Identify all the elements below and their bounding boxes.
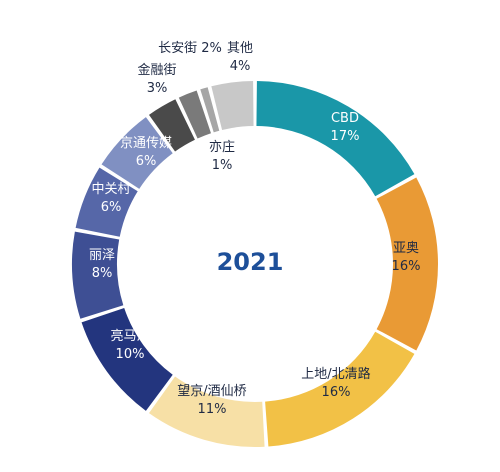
chart-title: 2021 [217, 248, 284, 276]
slice-label: 京通传媒 6% [120, 136, 172, 169]
slice-value: 16% [322, 385, 351, 400]
slice-name: 丽泽 [89, 248, 115, 263]
slice-value: 8% [92, 266, 113, 281]
donut-slice [148, 99, 195, 152]
slice-value: 6% [101, 200, 122, 215]
slice-value: 6% [136, 154, 157, 169]
slice-label: 丽泽 8% [89, 248, 115, 281]
donut-slice [101, 117, 173, 189]
donut-slice [75, 167, 138, 237]
slice-label: 其他 4% [227, 41, 253, 74]
slice-name: 其他 [227, 41, 253, 56]
slice-value: 16% [392, 259, 421, 274]
donut-slice [72, 231, 124, 319]
slice-label: 上地/北清路 16% [301, 366, 370, 400]
slice-value: 11% [198, 402, 227, 417]
slice-value: 4% [230, 59, 251, 74]
slice-name: 中关村 [91, 182, 130, 197]
slice-name: 亮马河 [110, 328, 149, 344]
donut-slice [81, 308, 173, 411]
slice-name: CBD [331, 111, 359, 126]
slice-label: 望京/酒仙桥 11% [177, 383, 246, 417]
slice-value: 3% [147, 81, 168, 96]
slice-name: 长安街 2% [158, 41, 222, 56]
slice-label: 中关村 6% [91, 182, 130, 215]
donut-slice [265, 331, 415, 447]
slice-label: 亮马河 10% [110, 328, 149, 362]
donut-slice [178, 90, 211, 139]
slice-label: 亦庄 1% [209, 139, 235, 173]
slice-name: 亦庄 [209, 139, 235, 155]
slice-label: 亚奥 16% [392, 241, 421, 274]
slice-label: CBD 17% [331, 111, 360, 144]
donut-slice [200, 87, 220, 133]
slice-labels: CBD 17% 亚奥 16% 上地/北清路 16% 望京/酒仙桥 11% 亮马河 10% 丽泽 8% 中… [89, 41, 420, 417]
slice-name: 金融街 [137, 62, 176, 78]
slice-value: 17% [331, 129, 360, 144]
slice-name: 京通传媒 [120, 136, 172, 151]
slice-name: 上地/北清路 [301, 366, 370, 382]
slice-value: 1% [212, 158, 233, 173]
slice-name: 亚奥 [393, 241, 419, 256]
slice-value: 10% [116, 347, 145, 362]
donut-slice [148, 376, 265, 447]
donut-slice [376, 177, 438, 351]
donut-slice [211, 81, 254, 130]
slice-label: 金融街 3% [137, 62, 176, 96]
slice-name: 望京/酒仙桥 [177, 383, 246, 399]
slice-label: 长安街 2% [158, 41, 222, 56]
donut-slices [72, 81, 438, 447]
donut-slice [256, 81, 415, 197]
